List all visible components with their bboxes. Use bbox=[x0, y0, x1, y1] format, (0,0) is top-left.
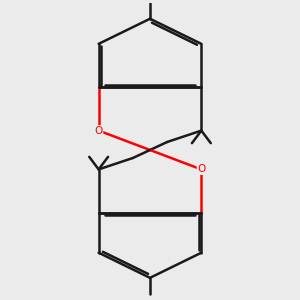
Text: O: O bbox=[197, 164, 206, 174]
Text: O: O bbox=[94, 126, 103, 136]
